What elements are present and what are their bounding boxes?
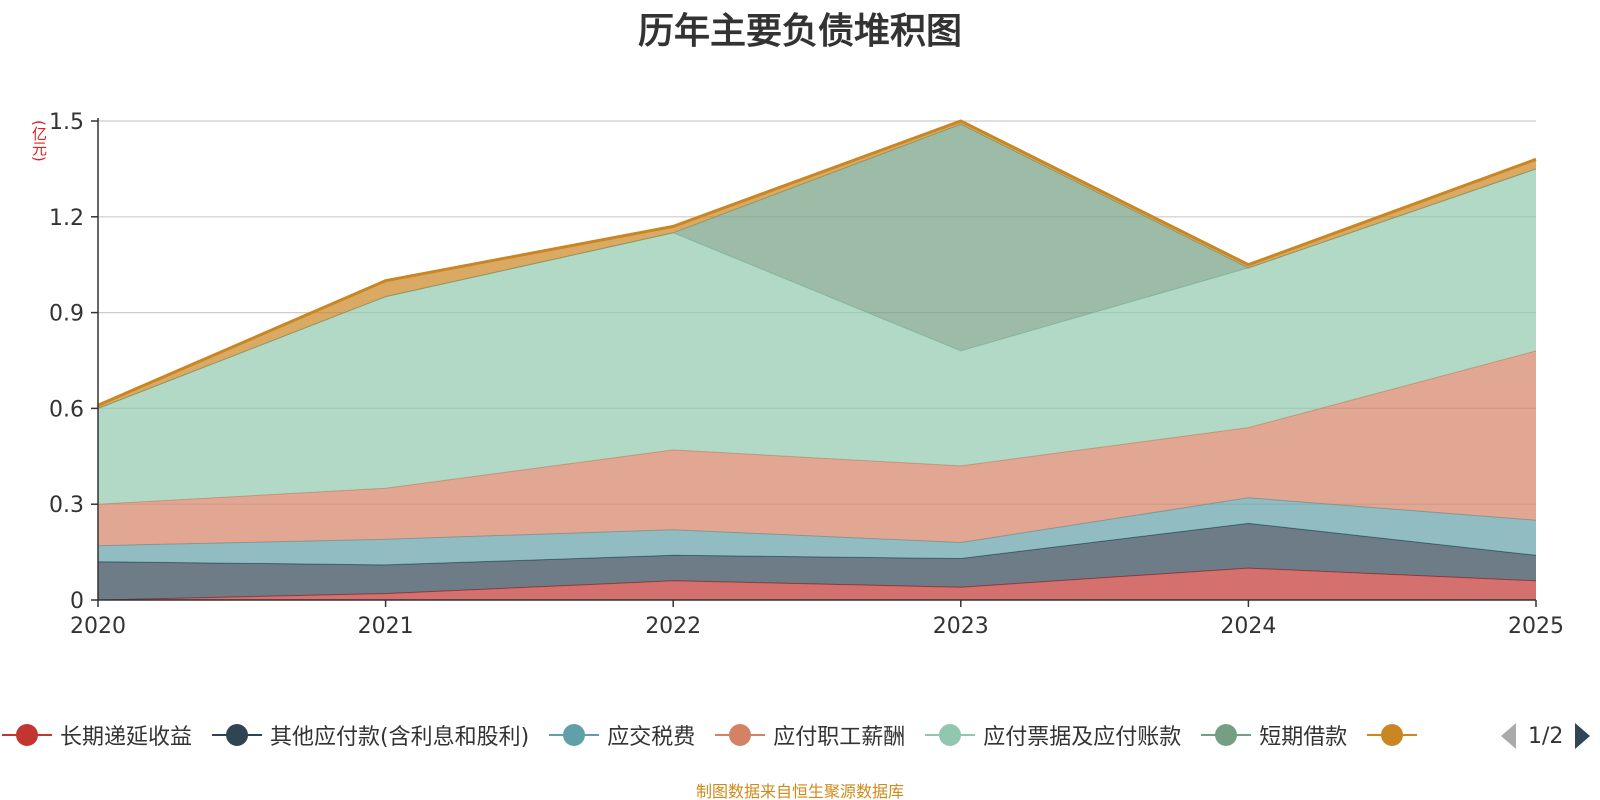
legend-label: 其他应付款(含利息和股利)	[270, 725, 530, 750]
legend-label: 应交税费	[607, 725, 696, 750]
x-tick-label: 2020	[70, 614, 126, 639]
x-tick-label: 2022	[645, 614, 701, 639]
y-tick-label: 0.3	[49, 493, 84, 518]
legend-item-1[interactable]: 长期递延收益	[0, 715, 192, 755]
area-series-5	[98, 168, 1536, 505]
y-tick-label: 1.5	[49, 110, 84, 135]
chart-title: 历年主要负债堆积图	[637, 11, 962, 52]
legend-label: 长期递延收益	[60, 725, 193, 750]
y-tick-label: 0	[70, 589, 84, 614]
legend-marker-icon	[549, 724, 600, 746]
legend-item-6[interactable]: 短期借款	[1199, 715, 1347, 755]
area-series-4	[98, 350, 1536, 546]
axes: 0 0.3 0.6 0.9 1.2 1.5 2020 2021 2022 2023 2024 2025	[49, 110, 1564, 639]
legend-label: 短期借款	[1259, 725, 1348, 750]
legend-label: 应付职工薪酬	[773, 725, 906, 750]
legend-marker-icon	[715, 724, 766, 746]
legend-item-2[interactable]: 其他应付款(含利息和股利)	[210, 715, 529, 755]
legend-marker-icon	[212, 724, 263, 746]
x-tick-label: 2025	[1508, 614, 1564, 639]
y-tick-label: 0.6	[49, 397, 84, 422]
stacked-area-chart: 0 0.3 0.6 0.9 1.2 1.5 2020 2021 2022 2023 2024 2025	[49, 110, 1564, 639]
x-tick-label: 2021	[358, 614, 414, 639]
area-series	[97, 119, 1537, 601]
legend-marker-icon	[1367, 724, 1418, 746]
y-tick-label: 0.9	[49, 302, 84, 327]
series-line-7	[97, 119, 1537, 407]
area-series-6	[98, 124, 1536, 409]
y-tick-label: 1.2	[49, 206, 84, 231]
area-series-2	[98, 523, 1536, 600]
legend-marker-icon	[925, 724, 976, 746]
area-series-3	[98, 497, 1536, 565]
legend-item-7[interactable]	[1365, 715, 1419, 755]
x-tick-label: 2024	[1220, 614, 1276, 639]
legend-marker-icon	[2, 724, 52, 746]
legend-item-5[interactable]: 应付票据及应付账款	[923, 715, 1181, 755]
data-source-note: 制图数据来自恒生聚源数据库	[695, 782, 904, 800]
triangle-left-icon[interactable]	[1498, 721, 1520, 751]
legend-item-4[interactable]: 应付职工薪酬	[713, 715, 905, 755]
legend-page-indicator: 1/2	[1528, 723, 1564, 749]
legend-item-3[interactable]: 应交税费	[547, 715, 695, 755]
legend-marker-icon	[1201, 724, 1252, 746]
y-axis-unit-label: (亿元)	[30, 120, 48, 162]
triangle-right-icon[interactable]	[1571, 721, 1593, 751]
legend-label: 应付票据及应付账款	[983, 725, 1182, 750]
legend-pager: 1/2	[1498, 718, 1600, 754]
legend: 长期递延收益 其他应付款(含利息和股利) 应交税费 应付职工薪酬 应付票据及应付账款 短期…	[0, 715, 1465, 755]
x-tick-label: 2023	[933, 614, 989, 639]
